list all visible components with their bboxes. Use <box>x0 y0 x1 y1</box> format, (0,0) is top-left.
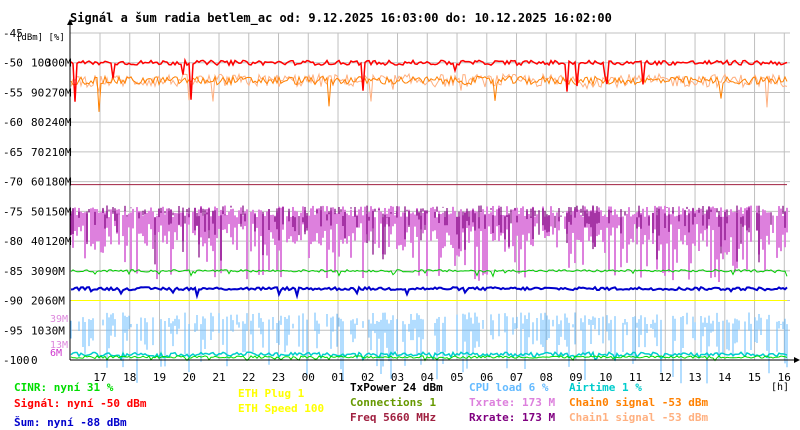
x-tick-label: 16 <box>778 371 791 384</box>
x-tick-label: 07 <box>510 371 523 384</box>
series-noise <box>70 285 788 300</box>
x-axis-arrow <box>794 357 800 363</box>
legend-cinr: CINR: nyní 31 % <box>14 381 114 394</box>
y-tick-pct: 60 <box>31 176 44 189</box>
y-tick-pct: 0 <box>31 354 38 367</box>
y-unit-label: [dBm] [%] <box>16 33 65 43</box>
x-tick-label: 10 <box>599 371 612 384</box>
x-tick-label: 09 <box>569 371 582 384</box>
x-tick-label: 04 <box>421 371 435 384</box>
y-tick-pct: 100 <box>31 57 51 70</box>
series-rxrate <box>70 205 786 265</box>
y-tick-pct: 50 <box>31 205 44 218</box>
y-tick-dbm: -75 <box>3 205 23 218</box>
x-tick-label: 13 <box>688 371 701 384</box>
y-tick-dbm: -55 <box>3 86 23 99</box>
x-tick-label: 23 <box>272 371 285 384</box>
legend-eth-plug: ETH Plug 1 <box>238 387 305 400</box>
cpu-scale-label: 13M <box>50 340 68 351</box>
y-tick-pct: 40 <box>31 235 44 248</box>
x-tick-label: 12 <box>659 371 672 384</box>
cpu-scale-label: 6M <box>50 348 62 359</box>
y-tick-dbm: -100 <box>3 354 30 367</box>
x-tick-label: 01 <box>331 371 344 384</box>
y-tick-pct: 70 <box>31 146 44 159</box>
y-tick-dbm: -90 <box>3 295 23 308</box>
series-cinr <box>70 355 788 362</box>
cpu-scale-label: 39M <box>50 314 68 325</box>
y-tick-dbm: -85 <box>3 265 23 278</box>
y-tick-dbm: -70 <box>3 176 23 189</box>
legend-cpu: CPU load 6 % <box>469 381 549 394</box>
y-tick-dbm: -80 <box>3 235 23 248</box>
series-connections <box>70 269 788 278</box>
x-tick-label: 11 <box>629 371 642 384</box>
series-airtime <box>70 350 788 362</box>
x-tick-label: 03 <box>391 371 404 384</box>
y-tick-rate: 120M <box>45 235 72 248</box>
x-tick-label: 20 <box>183 371 196 384</box>
y-tick-pct: 90 <box>31 86 44 99</box>
legend-eth-speed: ETH Speed 100 <box>238 402 325 415</box>
series-signal <box>70 57 788 102</box>
y-tick-dbm: -45 <box>3 27 23 40</box>
legend-freq: Freq 5660 MHz <box>350 411 437 424</box>
x-unit-label: [h] <box>771 382 789 393</box>
axes: -45-50-55-60-65-70-75-80-85-90-95-100100… <box>3 19 800 384</box>
y-axis-arrow <box>67 19 73 25</box>
legend-signal: Signál: nyní -50 dBm <box>14 397 147 410</box>
legend-txrate: Txrate: 173 M <box>469 396 556 409</box>
y-tick-rate: 150M <box>45 205 72 218</box>
legend-txpower: TxPower 24 dBm <box>350 381 443 394</box>
legend-noise: Šum: nyní -88 dBm <box>14 416 127 429</box>
y-tick-dbm: -50 <box>3 57 23 70</box>
y-tick-rate: 60M <box>45 295 65 308</box>
y-tick-pct: 10 <box>31 324 44 337</box>
series-cpu <box>70 312 788 384</box>
y-tick-pct: 30 <box>31 265 44 278</box>
x-tick-label: 02 <box>361 371 374 384</box>
y-tick-rate: 30M <box>45 324 65 337</box>
y-tick-rate: 180M <box>45 176 72 189</box>
x-tick-label: 21 <box>212 371 225 384</box>
x-tick-label: 18 <box>123 371 136 384</box>
x-tick-label: 17 <box>93 371 106 384</box>
y-tick-dbm: -60 <box>3 116 23 129</box>
y-tick-dbm: -65 <box>3 146 23 159</box>
legend-chain0: Chain0 signal -53 dBm <box>569 396 709 409</box>
x-tick-label: 19 <box>153 371 166 384</box>
x-tick-label: 05 <box>450 371 463 384</box>
series-layer <box>70 57 788 384</box>
x-tick-label: 22 <box>242 371 255 384</box>
x-tick-label: 00 <box>302 371 315 384</box>
legend-rxrate: Rxrate: 173 M <box>469 411 556 424</box>
y-tick-rate: 240M <box>45 116 72 129</box>
x-tick-label: 15 <box>748 371 761 384</box>
chart-title: Signál a šum radia betlem_ac od: 9.12.20… <box>70 11 612 26</box>
legend-connections: Connections 1 <box>350 396 437 409</box>
y-tick-rate: 210M <box>45 146 72 159</box>
y-tick-rate: 90M <box>45 265 65 278</box>
y-tick-rate: 270M <box>45 86 72 99</box>
y-tick-pct: 80 <box>31 116 44 129</box>
legend-chain1: Chain1 signal -53 dBm <box>569 411 709 424</box>
y-tick-rate: 300M <box>45 57 72 70</box>
y-tick-dbm: -95 <box>3 324 23 337</box>
y-tick-pct: 20 <box>31 295 44 308</box>
x-tick-label: 06 <box>480 371 493 384</box>
x-tick-label: 14 <box>718 371 732 384</box>
x-tick-label: 08 <box>540 371 553 384</box>
legend-airtime: Airtime 1 % <box>569 381 642 394</box>
